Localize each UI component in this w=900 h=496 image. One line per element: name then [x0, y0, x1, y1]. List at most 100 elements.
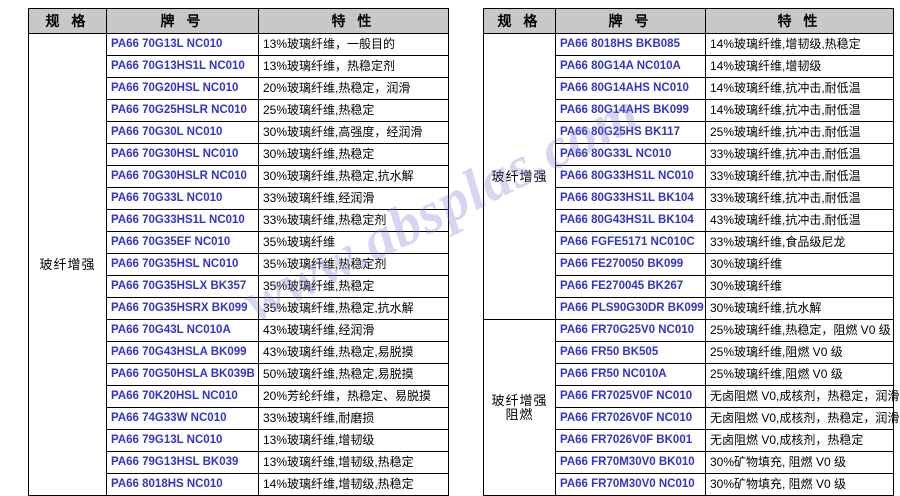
category-cell: 玻纤增强 [483, 33, 556, 320]
grade-cell: PA66 70G25HSLR NC010 [106, 99, 259, 122]
property-cell: 30%玻璃纤维,抗水解 [705, 297, 894, 320]
grade-cell: PA66 70G13L NC010 [106, 33, 259, 56]
table-row: 玻纤增强 PA66 8018HS BKB085 14%玻璃纤维,增韧级,热稳定 [483, 33, 894, 320]
table-row: PA66 80G25HS BK117 25%玻璃纤维,抗冲击,耐低温 [484, 121, 894, 144]
property-cell: 33%玻璃纤维,抗冲击,耐低温 [705, 187, 894, 210]
property-cell: 13%玻璃纤维,增韧级,热稳定 [258, 451, 449, 474]
table-row: 玻纤增强 阻燃 PA66 FR70G25V0 NC010 25%玻璃纤维,热稳定，阻燃… [483, 319, 894, 496]
grade-cell: PA66 FR50 BK505 [555, 341, 706, 364]
spec-table-left: 规 格 牌 号 特 性 玻纤增强 PA66 70G13L NC010 13%玻璃纤维… [28, 8, 449, 496]
grade-cell: PA66 FR70G25V0 NC010 [555, 319, 706, 342]
grade-cell: PA66 70G20HSL NC010 [106, 77, 259, 100]
table-row: PA66 80G14AHS NC010 14%玻璃纤维,抗冲击,耐低温 [484, 77, 894, 100]
table-row: PA66 70G30L NC010 30%玻璃纤维,高强度，经润滑 [29, 121, 449, 144]
table-row: PA66 70G43L NC010A 43%玻璃纤维,经润滑 [29, 319, 449, 342]
property-cell: 25%玻璃纤维,热稳定，阻燃 V0 级 [705, 319, 894, 342]
grade-cell: PA66 80G14AHS BK099 [555, 99, 706, 122]
category-cell: 玻纤增强 阻燃 [483, 319, 556, 496]
grade-cell: PA66 FR7026V0F NC010 [555, 407, 706, 430]
property-cell: 30%玻璃纤维 [705, 253, 894, 276]
grade-cell: PA66 70G13HS1L NC010 [106, 55, 259, 78]
property-cell: 14%玻璃纤维,抗冲击,耐低温 [705, 77, 894, 100]
property-cell: 13%玻璃纤维，热稳定剂 [258, 55, 449, 78]
left-table-body: 玻纤增强 PA66 70G13L NC010 13%玻璃纤维，一般目的 PA66 70… [28, 33, 449, 496]
grade-cell: PA66 70G43HSLA BK099 [106, 341, 259, 364]
grade-cell: PA66 PLS90G30DR BK099 [555, 297, 706, 320]
spec-sheet-page: www.absplas.com 规 格 牌 号 特 性 玻纤增强 PA66 70G… [28, 8, 899, 496]
property-cell: 35%玻璃纤维,热稳定剂 [258, 253, 449, 276]
grade-cell: PA66 70K20HSL NC010 [106, 385, 259, 408]
category-cell: 玻纤增强 [28, 33, 107, 496]
property-cell: 14%玻璃纤维,增韧级,热稳定 [258, 473, 449, 496]
property-cell: 25%玻璃纤维,阻燃 V0 级 [705, 363, 894, 386]
property-cell: 无卤阻燃 V0,成核剂，热稳定，润滑 [705, 407, 899, 430]
property-cell: 无卤阻燃 V0,成核剂，热稳定，润滑 [705, 385, 899, 408]
grade-cell: PA66 70G35HSRX BK099 [106, 297, 259, 320]
right-table-container: 规 格 牌 号 特 性 玻纤增强 PA66 8018HS BKB085 14%玻璃纤… [483, 8, 899, 496]
grade-cell: PA66 70G35HSL NC010 [106, 253, 259, 276]
property-cell: 25%玻璃纤维,抗冲击,耐低温 [705, 121, 894, 144]
table-row: PA66 80G14A NC010A 14%玻璃纤维,增韧级 [484, 55, 894, 78]
table-header-row: 规 格 牌 号 特 性 [483, 8, 894, 34]
header-spec: 规 格 [28, 8, 107, 34]
table-row: PA66 FR50 NC010A 25%玻璃纤维,阻燃 V0 级 [484, 363, 894, 386]
table-row: PA66 70G35HSRX BK099 35%玻璃纤维,热稳定,抗水解 [29, 297, 449, 320]
grade-cell: PA66 80G33HS1L BK104 [555, 187, 706, 210]
property-cell: 43%玻璃纤维,抗冲击,耐低温 [705, 209, 894, 232]
property-cell: 43%玻璃纤维,经润滑 [258, 319, 449, 342]
table-row: PA66 FR50 BK505 25%玻璃纤维,阻燃 V0 级 [484, 341, 894, 364]
property-cell: 30%玻璃纤维,热稳定,抗水解 [258, 165, 449, 188]
property-cell: 25%玻璃纤维,阻燃 V0 级 [705, 341, 894, 364]
table-row: PA66 70G50HSLA BK039B 50%玻璃纤维,热稳定,易脱摸 [29, 363, 449, 386]
grade-cell: PA66 70G30L NC010 [106, 121, 259, 144]
grade-cell: PA66 70G33L NC010 [106, 187, 259, 210]
grade-cell: PA66 70G30HSLR NC010 [106, 165, 259, 188]
grade-cell: PA66 70G43L NC010A [106, 319, 259, 342]
grade-cell: PA66 80G25HS BK117 [555, 121, 706, 144]
table-row: PA66 70G30HSL NC010 30%玻璃纤维,热稳定 [29, 143, 449, 166]
property-cell: 33%玻璃纤维,经润滑 [258, 187, 449, 210]
property-cell: 14%玻璃纤维,增韧级,热稳定 [705, 33, 894, 56]
property-cell: 30%玻璃纤维 [705, 275, 894, 298]
table-row: PA66 70G20HSL NC010 20%玻璃纤维,热稳定，润滑 [29, 77, 449, 100]
property-cell: 35%玻璃纤维 [258, 231, 449, 254]
grade-cell: PA66 FR70M30V0 BK010 [555, 451, 706, 474]
grade-cell: PA66 79G13L NC010 [106, 429, 259, 452]
property-cell: 35%玻璃纤维,热稳定,抗水解 [258, 297, 449, 320]
table-row: PA66 PLS90G30DR BK099 30%玻璃纤维,抗水解 [484, 297, 894, 320]
table-row: PA66 80G33L NC010 33%玻璃纤维,抗冲击,耐低温 [484, 143, 894, 166]
spec-table-right: 规 格 牌 号 特 性 玻纤增强 PA66 8018HS BKB085 14%玻璃纤… [483, 8, 899, 496]
table-row: PA66 FGFE5171 NC010C 33%玻璃纤维,食品级尼龙 [484, 231, 894, 254]
grade-cell: PA66 FR70M30V0 NC010 [555, 473, 706, 496]
table-row: 玻纤增强 PA66 70G13L NC010 13%玻璃纤维，一般目的 [28, 33, 449, 496]
property-cell: 35%玻璃纤维,热稳定 [258, 275, 449, 298]
grade-cell: PA66 70G35HSLX BK357 [106, 275, 259, 298]
header-property: 特 性 [258, 8, 449, 34]
property-cell: 33%玻璃纤维,热稳定剂 [258, 209, 449, 232]
right-table-body: 玻纤增强 PA66 8018HS BKB085 14%玻璃纤维,增韧级,热稳定 PA6… [483, 33, 899, 496]
grade-cell: PA66 80G14AHS NC010 [555, 77, 706, 100]
grade-cell: PA66 74G33W NC010 [106, 407, 259, 430]
property-cell: 30%矿物填充, 阻燃 V0 级 [705, 473, 894, 496]
grade-cell: PA66 FR7025V0F NC010 [555, 385, 706, 408]
header-property: 特 性 [705, 8, 894, 34]
table-row: PA66 FE270050 BK099 30%玻璃纤维 [484, 253, 894, 276]
table-row: PA66 70G13HS1L NC010 13%玻璃纤维，热稳定剂 [29, 55, 449, 78]
grade-cell: PA66 70G33HS1L NC010 [106, 209, 259, 232]
property-cell: 13%玻璃纤维,增韧级 [258, 429, 449, 452]
table-header-row: 规 格 牌 号 特 性 [28, 8, 449, 34]
property-cell: 25%玻璃纤维,热稳定 [258, 99, 449, 122]
property-cell: 33%玻璃纤维,抗冲击,耐低温 [705, 165, 894, 188]
grade-cell: PA66 FE270045 BK267 [555, 275, 706, 298]
property-cell: 30%玻璃纤维,热稳定 [258, 143, 449, 166]
table-row: PA66 70G35HSL NC010 35%玻璃纤维,热稳定剂 [29, 253, 449, 276]
grade-cell: PA66 FR7026V0F BK001 [555, 429, 706, 452]
property-cell: 30%矿物填充, 阻燃 V0 级 [705, 451, 894, 474]
grade-cell: PA66 80G14A NC010A [555, 55, 706, 78]
property-cell: 43%玻璃纤维,热稳定,易脱摸 [258, 341, 449, 364]
property-cell: 无卤阻燃 V0,成核剂，热稳定 [705, 429, 894, 452]
property-cell: 33%玻璃纤维,抗冲击,耐低温 [705, 143, 894, 166]
grade-cell: PA66 80G33HS1L NC010 [555, 165, 706, 188]
header-spec: 规 格 [483, 8, 556, 34]
grade-cell: PA66 8018HS BKB085 [555, 33, 706, 56]
